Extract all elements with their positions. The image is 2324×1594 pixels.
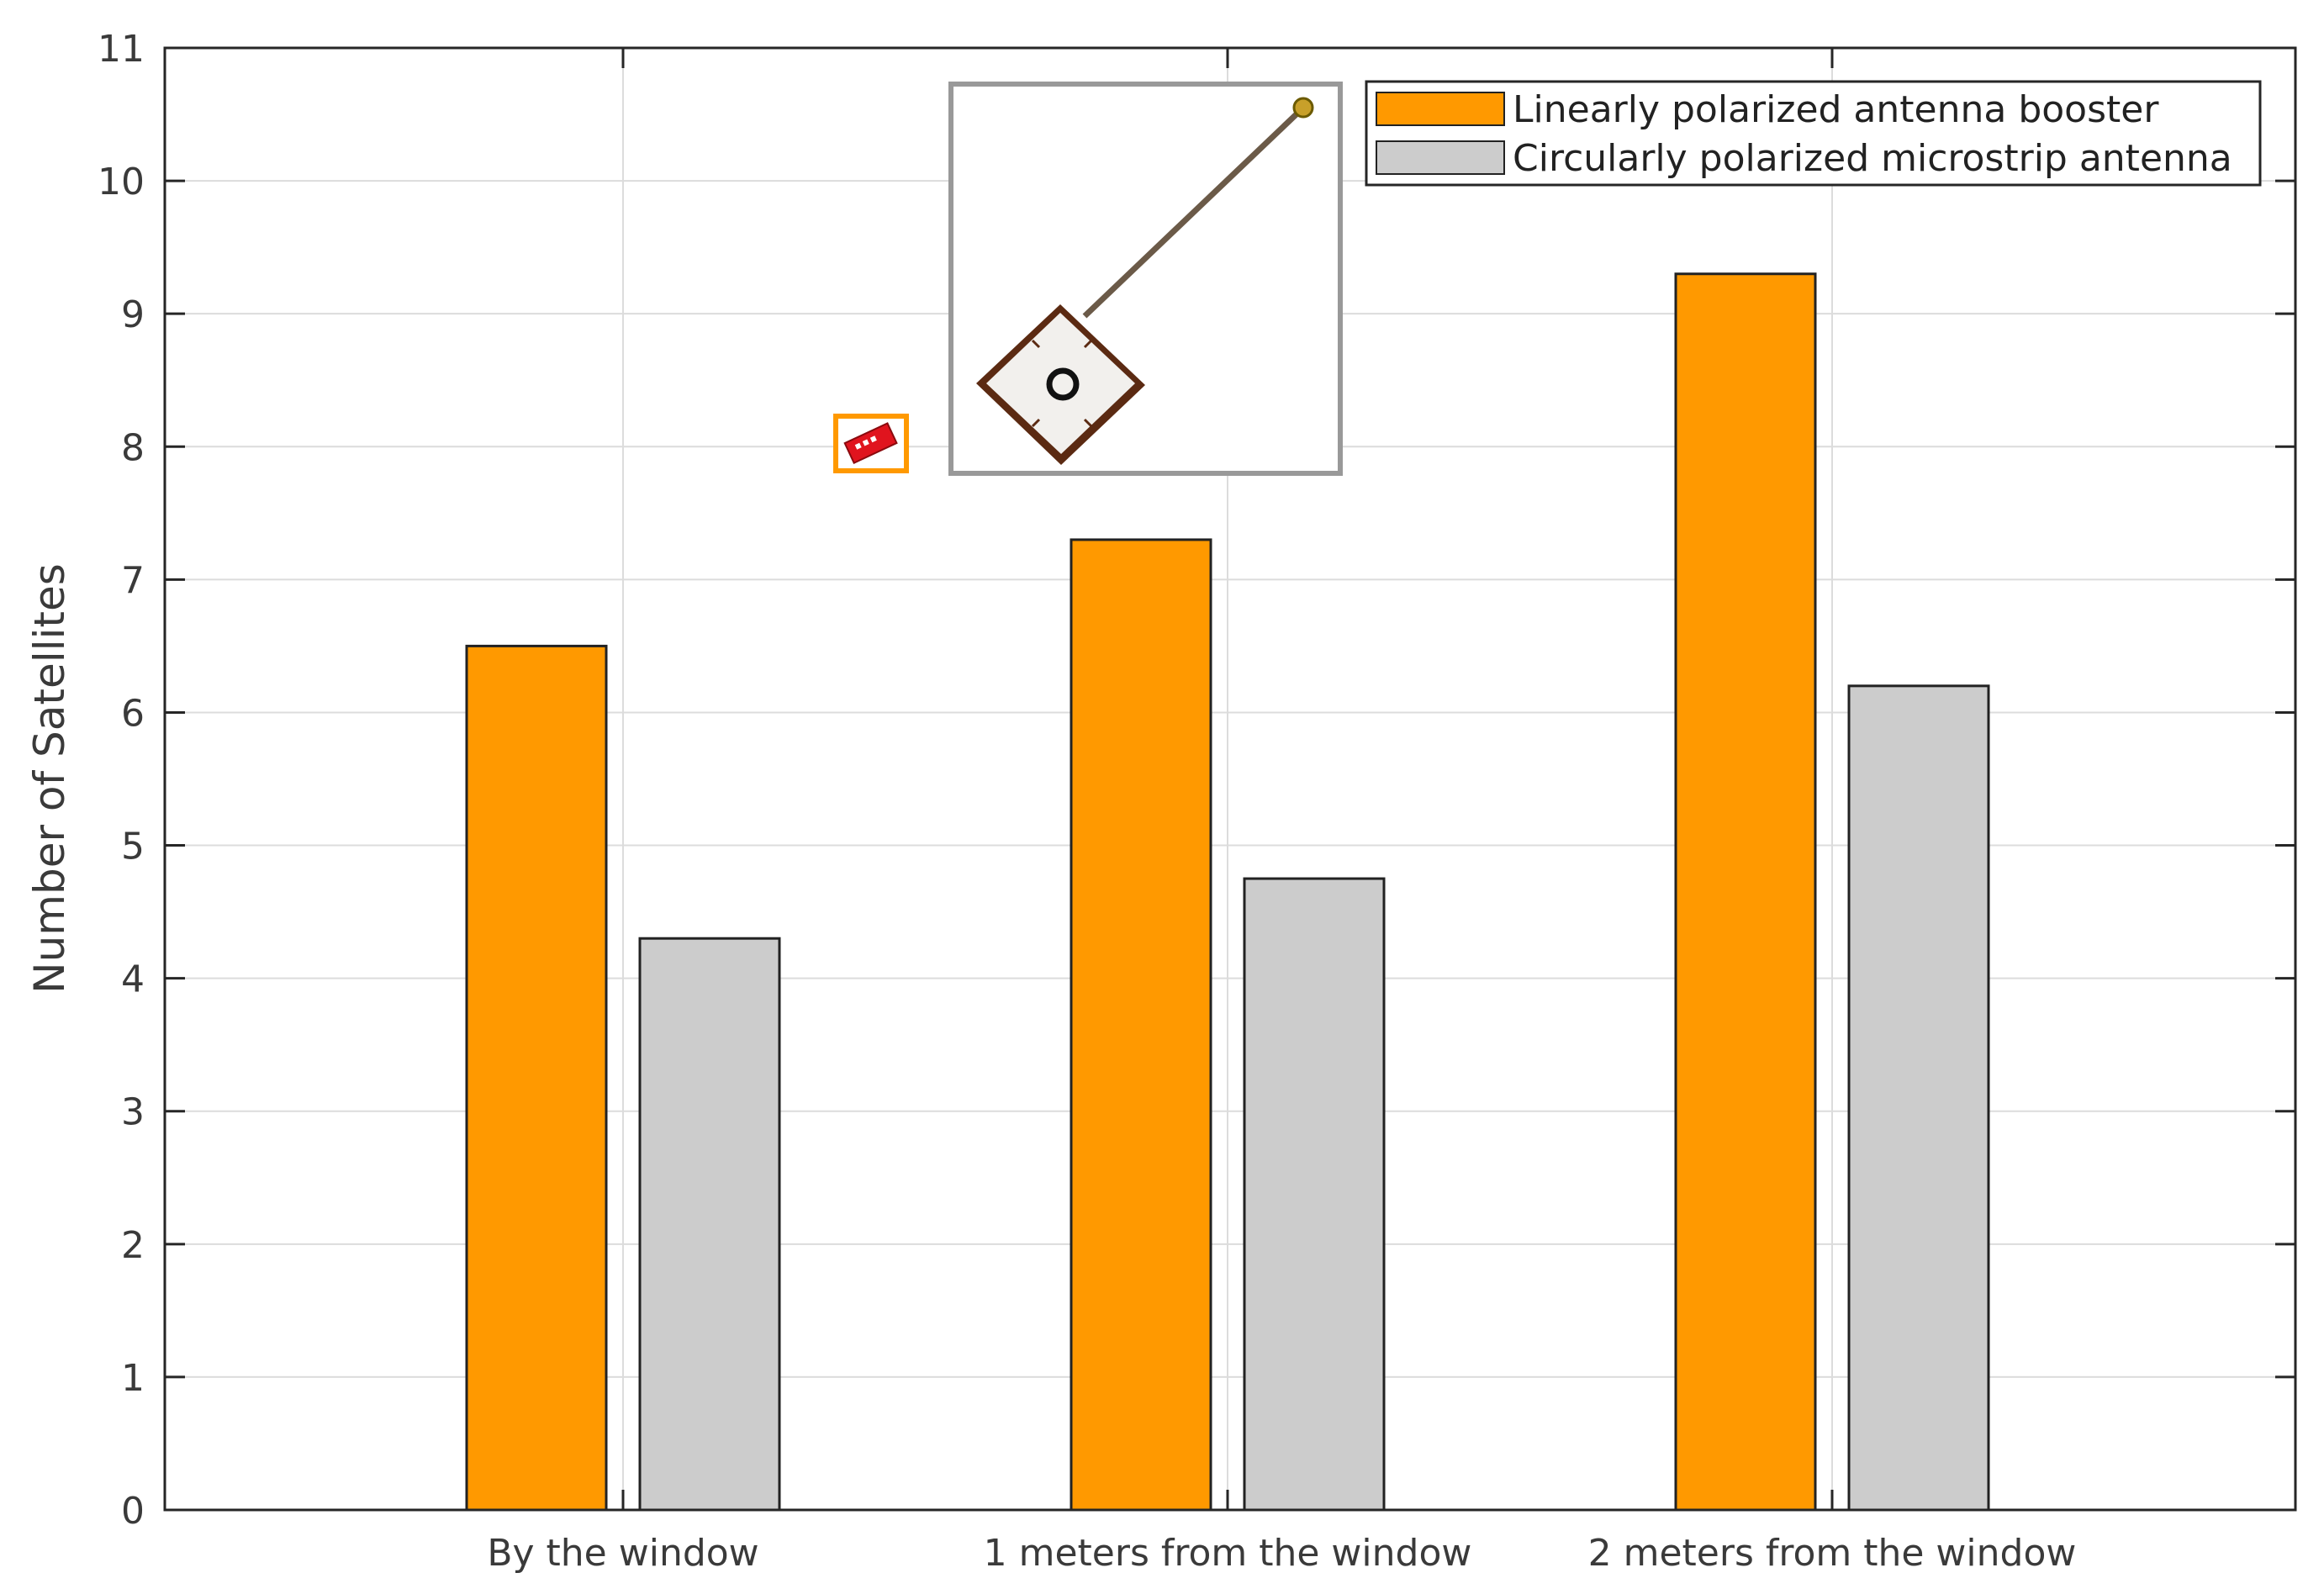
y-tick-label: 5	[121, 826, 145, 868]
x-tick-label: 1 meters from the window	[984, 1532, 1472, 1575]
legend-label-linear: Linearly polarized antenna booster	[1513, 88, 2159, 131]
antenna-booster-chip-icon	[833, 414, 909, 473]
bar-linear	[465, 644, 608, 1512]
y-tick-label: 0	[121, 1490, 145, 1533]
legend-label-circular: Circularly polarized microstrip antenna	[1513, 137, 2232, 180]
legend: Linearly polarized antenna booster Circu…	[1365, 80, 2262, 187]
y-tick-label: 2	[121, 1224, 145, 1267]
tick-labels: 0 1 2 3 4 5 6 7 8 9 10 11 By the window 1 meters from…	[98, 28, 2076, 1575]
legend-swatch-linear	[1376, 92, 1505, 126]
microstrip-patch-antenna-icon	[948, 82, 1343, 476]
legend-box	[1365, 80, 2262, 187]
bar-linear	[1070, 538, 1212, 1512]
y-tick-label: 10	[98, 161, 145, 203]
x-tick-label: 2 meters from the window	[1588, 1532, 2077, 1575]
y-axis-label: Number of Satellites	[25, 563, 74, 994]
y-tick-label: 7	[121, 559, 145, 602]
y-tick-label: 1	[121, 1357, 145, 1400]
y-tick-label: 8	[121, 426, 145, 469]
y-tick-label: 9	[121, 293, 145, 336]
y-tick-label: 6	[121, 692, 145, 735]
x-tick-label: By the window	[487, 1532, 758, 1575]
bar-linear	[1674, 272, 1817, 1512]
plot-frame	[163, 46, 2297, 1512]
bar-circular	[1847, 684, 1990, 1512]
legend-swatch-circular	[1376, 140, 1505, 175]
bars	[465, 272, 1990, 1512]
bar-circular	[1243, 877, 1386, 1512]
y-tick-label: 4	[121, 958, 145, 1001]
y-tick-label: 3	[121, 1091, 145, 1134]
axis-ticks	[165, 46, 2295, 1512]
bar-circular	[638, 937, 781, 1512]
y-tick-label: 11	[98, 28, 145, 71]
